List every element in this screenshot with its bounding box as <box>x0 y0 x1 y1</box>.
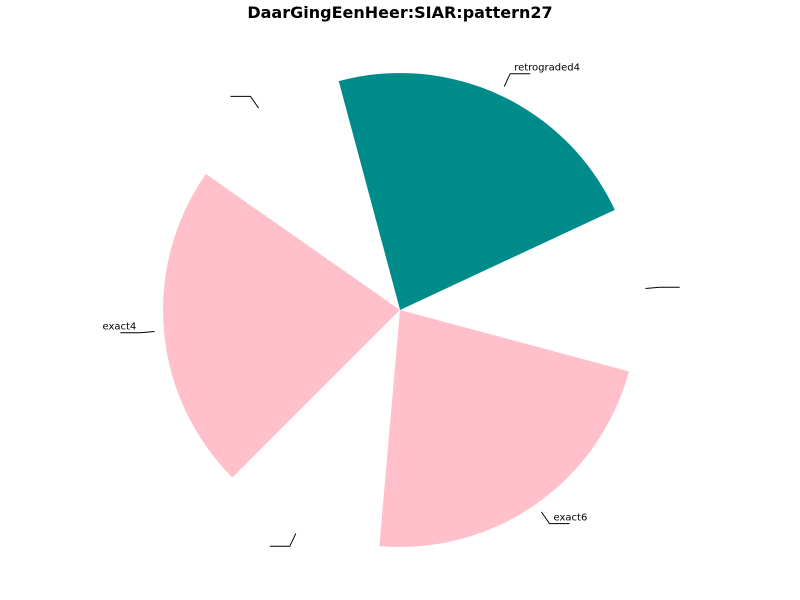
pie-slice-gap-4 <box>232 310 400 547</box>
pie-slice-gap-0 <box>400 209 637 372</box>
slice-label: retrograded4 <box>514 63 580 74</box>
pie-slice-exact6 <box>379 310 629 548</box>
leader-line <box>269 533 297 547</box>
slice-label: exact6 <box>554 513 588 524</box>
pie-slice-gap-2 <box>205 81 400 310</box>
leader-line <box>645 286 680 289</box>
leader-line <box>230 95 260 109</box>
leader-line <box>540 511 570 525</box>
pie-slice-exact4 <box>163 174 400 478</box>
slice-label: exact4 <box>102 322 136 333</box>
pie-slice-retrograded4 <box>338 73 615 310</box>
leader-line <box>120 331 155 334</box>
leader-line <box>503 73 531 87</box>
chart-title: DaarGingEenHeer:SIAR:pattern27 <box>247 3 553 22</box>
